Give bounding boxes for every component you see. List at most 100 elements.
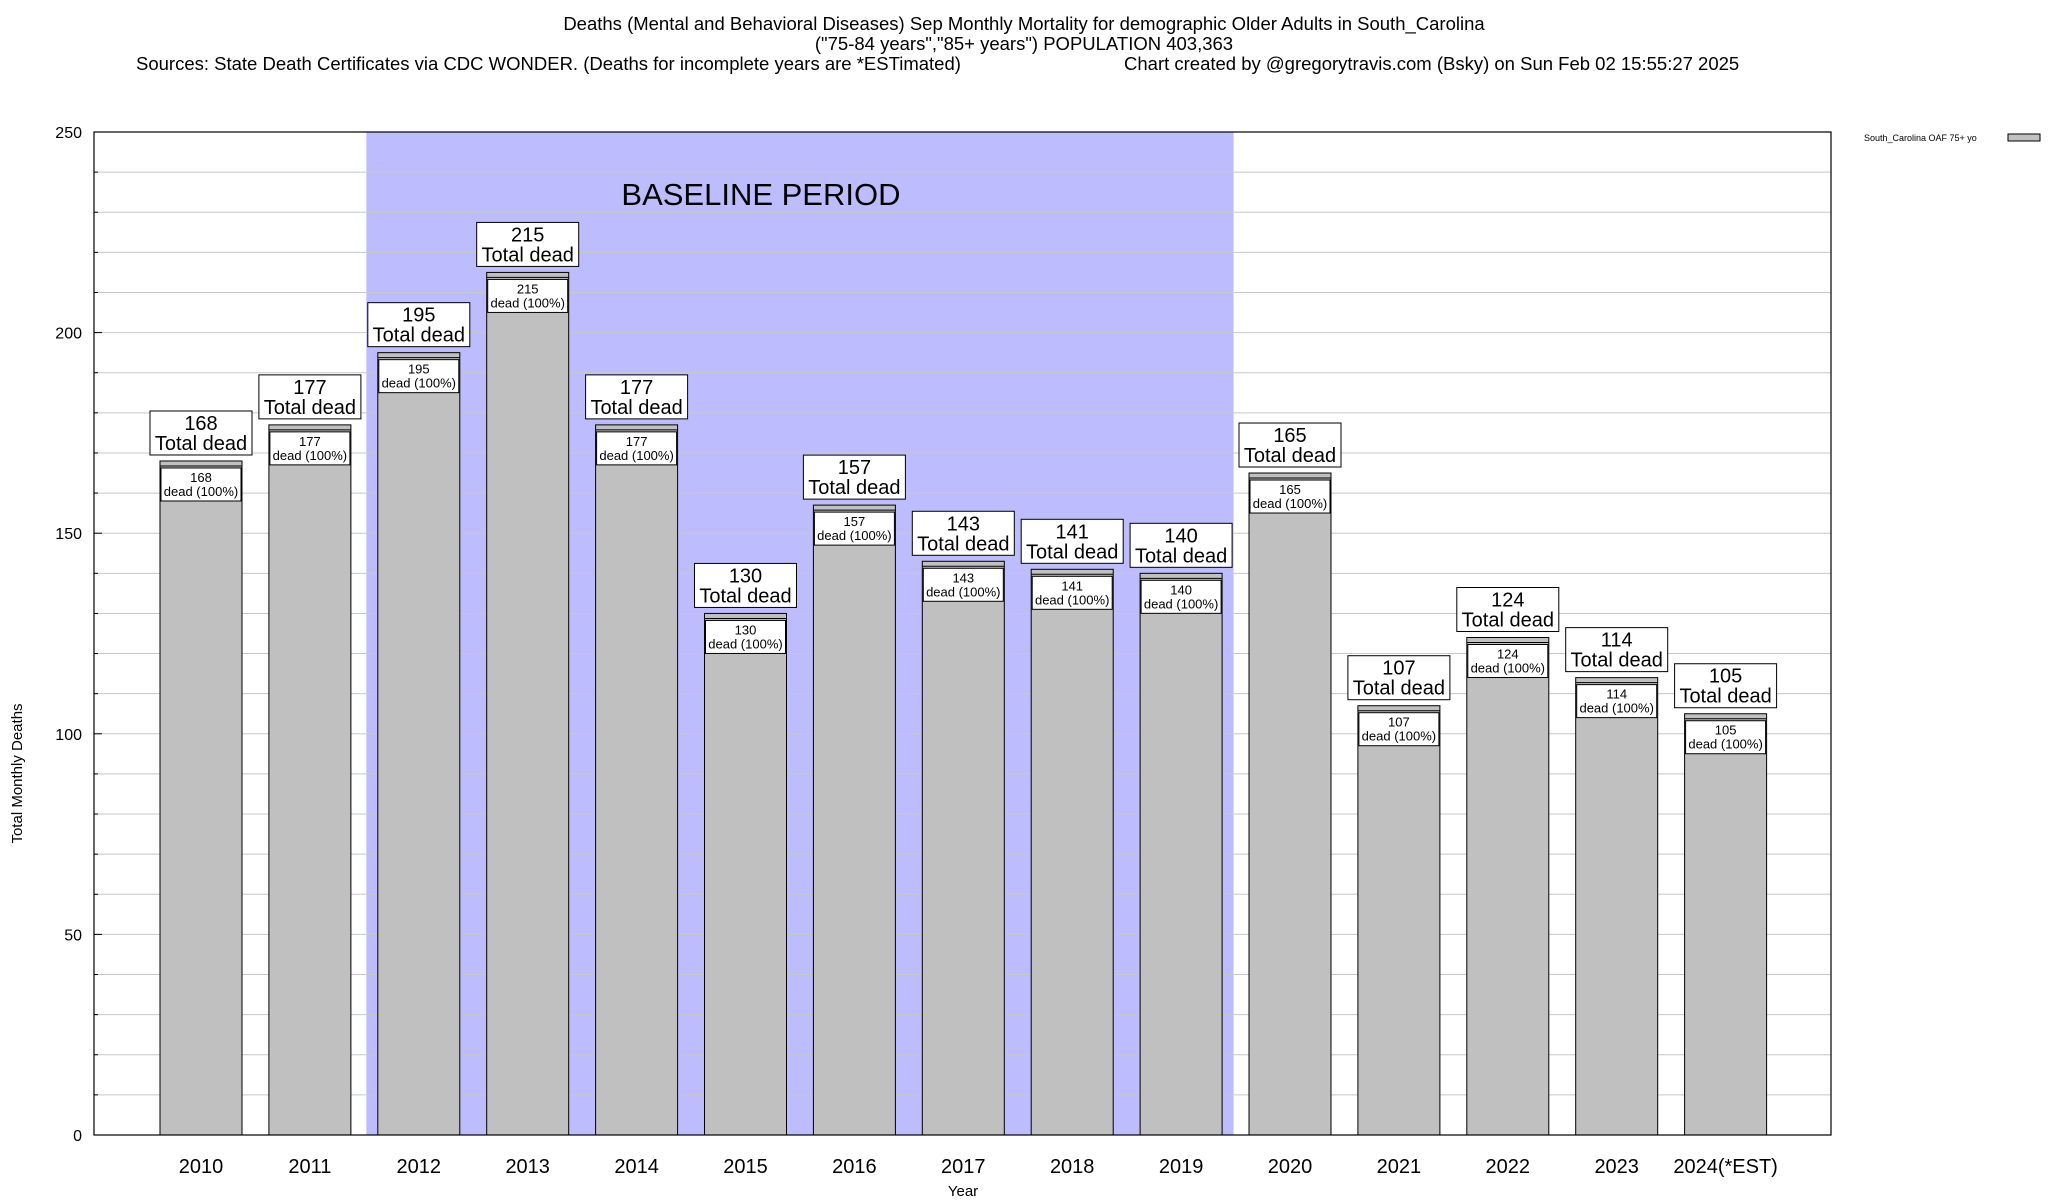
inner-label-box <box>1685 720 1767 755</box>
inner-label-box <box>1031 575 1113 610</box>
chart-credit: Chart created by @gregorytravis.com (Bsk… <box>1124 53 1740 74</box>
inner-dead-label: dead (100%) <box>708 636 782 651</box>
outer-total-label: Total dead <box>1244 445 1336 467</box>
outer-total-label: Total dead <box>1026 541 1118 563</box>
x-tick-label: 2010 <box>179 1156 224 1178</box>
x-tick-label: 2016 <box>832 1156 877 1178</box>
inner-value-label: 107 <box>1388 715 1410 730</box>
inner-value-label: 141 <box>1061 578 1083 593</box>
outer-label-box <box>1456 587 1560 633</box>
outer-label-box <box>476 221 580 267</box>
outer-total-label: Total dead <box>482 244 574 266</box>
inner-label-box <box>1467 644 1549 679</box>
inner-label-box <box>1576 684 1658 719</box>
outer-label-box <box>258 374 362 420</box>
outer-total-label: Total dead <box>917 533 1009 555</box>
bar-2013 <box>486 271 570 1136</box>
y-tick-label: 0 <box>73 1128 82 1145</box>
outer-total-label: Total dead <box>264 397 356 419</box>
outer-total-label: Total dead <box>1571 650 1663 672</box>
inner-value-label: 140 <box>1170 582 1192 597</box>
x-tick-label: 2024(*EST) <box>1673 1156 1778 1178</box>
x-tick-label: 2017 <box>941 1156 986 1178</box>
outer-label-box <box>1565 627 1669 673</box>
outer-total-label: Total dead <box>373 325 465 347</box>
outer-total-label: Total dead <box>1135 545 1227 567</box>
inner-label-box <box>596 431 678 466</box>
inner-dead-label: dead (100%) <box>490 295 564 310</box>
inner-value-label: 124 <box>1497 647 1519 662</box>
outer-label-box <box>1238 422 1342 468</box>
outer-total-label: Total dead <box>1462 610 1554 632</box>
inner-dead-label: dead (100%) <box>599 448 673 463</box>
inner-value-label: 143 <box>952 570 974 585</box>
outer-total-label: Total dead <box>699 585 791 607</box>
legend-label: South_Carolina OAF 75+ yo <box>1864 133 1977 143</box>
inner-dead-label: dead (100%) <box>1579 701 1653 716</box>
inner-value-label: 195 <box>408 362 430 377</box>
inner-dead-label: dead (100%) <box>1035 592 1109 607</box>
outer-total-label: Total dead <box>590 397 682 419</box>
outer-value-label: 141 <box>1056 521 1089 543</box>
outer-value-label: 168 <box>184 413 217 435</box>
outer-label-box <box>585 374 689 420</box>
bar-2024(*EST) <box>1684 713 1768 1136</box>
x-tick-label: 2018 <box>1050 1156 1095 1178</box>
inner-label-box <box>813 511 895 546</box>
outer-label-box <box>802 454 906 500</box>
plot-frame <box>93 131 1832 1136</box>
inner-label-box <box>1358 712 1440 747</box>
y-tick-label: 150 <box>55 526 82 543</box>
inner-dead-label: dead (100%) <box>382 376 456 391</box>
y-tick-label: 50 <box>64 927 82 944</box>
x-tick-label: 2019 <box>1159 1156 1204 1178</box>
bar-2018 <box>1030 568 1114 1136</box>
outer-value-label: 177 <box>293 377 326 399</box>
outer-value-label: 215 <box>511 224 544 246</box>
bar-2019 <box>1139 572 1223 1136</box>
inner-dead-label: dead (100%) <box>926 584 1000 599</box>
inner-label-box <box>378 359 460 394</box>
x-tick-label: 2021 <box>1377 1156 1422 1178</box>
inner-label-box <box>269 431 351 466</box>
inner-label-box <box>705 619 786 654</box>
outer-value-label: 143 <box>947 513 980 535</box>
chart-sources: Sources: State Death Certificates via CD… <box>136 53 961 74</box>
bar-2015 <box>704 612 787 1136</box>
x-axis-label: Year <box>948 1183 978 1200</box>
bar-2022 <box>1466 637 1550 1136</box>
outer-value-label: 114 <box>1601 630 1633 652</box>
outer-value-label: 165 <box>1273 425 1306 447</box>
outer-total-label: Total dead <box>808 477 900 499</box>
bar-2011 <box>268 424 352 1136</box>
inner-label-box <box>487 278 569 313</box>
inner-value-label: 177 <box>626 434 648 449</box>
outer-label-box <box>1020 518 1124 564</box>
bar-2023 <box>1575 677 1659 1136</box>
x-tick-label: 2022 <box>1486 1156 1531 1178</box>
outer-value-label: 105 <box>1709 666 1742 688</box>
inner-value-label: 177 <box>299 434 321 449</box>
bar-2016 <box>812 504 896 1136</box>
outer-total-label: Total dead <box>155 433 247 455</box>
chart-title: Deaths (Mental and Behavioral Diseases) … <box>563 13 1485 34</box>
x-tick-label: 2020 <box>1268 1156 1313 1178</box>
inner-dead-label: dead (100%) <box>164 484 238 499</box>
outer-label-box <box>911 510 1015 556</box>
x-tick-label: 2011 <box>288 1156 331 1178</box>
bar-2020 <box>1248 472 1332 1136</box>
outer-value-label: 195 <box>402 305 435 327</box>
outer-label-box <box>694 562 797 608</box>
inner-label-box <box>160 467 242 502</box>
outer-value-label: 177 <box>620 377 653 399</box>
outer-value-label: 107 <box>1382 658 1415 680</box>
inner-dead-label: dead (100%) <box>273 448 347 463</box>
bar-2021 <box>1357 705 1441 1136</box>
inner-label-box <box>922 567 1004 602</box>
legend: South_Carolina OAF 75+ yo <box>1864 133 2041 143</box>
chart-subtitle: ("75-84 years","85+ years") POPULATION 4… <box>814 33 1234 54</box>
inner-value-label: 215 <box>517 281 539 296</box>
inner-value-label: 165 <box>1279 482 1301 497</box>
outer-value-label: 124 <box>1491 590 1524 612</box>
outer-total-label: Total dead <box>1353 678 1445 700</box>
